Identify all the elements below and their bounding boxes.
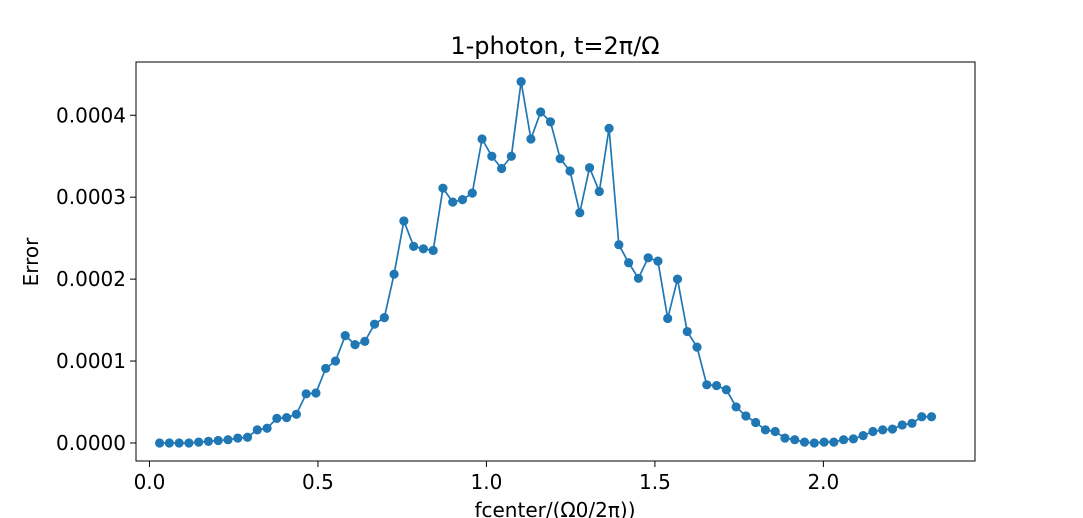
data-point [672, 274, 683, 284]
data-point [721, 385, 731, 395]
data-point [409, 241, 419, 251]
data-point [164, 438, 174, 448]
data-point [506, 151, 516, 161]
data-point [467, 188, 477, 198]
data-point [194, 437, 204, 447]
data-point [565, 166, 575, 176]
data-point [457, 195, 468, 205]
chart-title: 1-photon, t=2π/Ω [450, 32, 659, 60]
data-point [584, 163, 595, 173]
data-point [751, 417, 761, 428]
y-tick-label: 0.0004 [56, 103, 126, 127]
data-point [203, 436, 214, 446]
data-point [399, 216, 409, 226]
data-point [369, 319, 380, 329]
data-point [575, 208, 585, 218]
data-point [711, 381, 722, 391]
x-tick-label: 2.0 [807, 470, 839, 494]
data-point [272, 413, 282, 423]
data-point [829, 437, 839, 447]
data-point [438, 183, 448, 193]
data-point [848, 434, 858, 444]
data-point [350, 340, 360, 350]
data-point [633, 273, 643, 283]
data-point [311, 388, 321, 398]
ticks: 0.0 0.5 1.0 1.5 2.0 0.0000 0.0001 0.0002 0.0003 0… [56, 103, 839, 494]
data-point [330, 356, 341, 366]
data-point [604, 123, 614, 133]
data-point [389, 269, 399, 279]
x-tick-label: 1.5 [639, 470, 671, 494]
data-point [487, 151, 497, 161]
data-point [858, 431, 868, 441]
data-point [809, 438, 819, 448]
data-point [418, 244, 429, 254]
data-point [184, 438, 194, 448]
data-point [692, 342, 702, 352]
data-point [897, 420, 907, 430]
data-point [760, 425, 771, 435]
data-point [379, 313, 389, 323]
data-point [663, 313, 673, 324]
y-tick-label: 0.0001 [56, 349, 126, 373]
data-point [887, 424, 898, 434]
data-point [682, 326, 692, 337]
x-tick-label: 0.5 [302, 470, 334, 494]
data-point [291, 409, 301, 419]
data-point [526, 134, 536, 144]
data-point [233, 433, 243, 443]
data-point [926, 412, 937, 422]
data-point [799, 437, 810, 447]
data-point [555, 154, 565, 164]
data-point [790, 435, 800, 445]
data-point [252, 425, 262, 435]
data-point [321, 363, 331, 374]
data-point [614, 240, 624, 250]
x-tick-label: 1.0 [471, 470, 503, 494]
data-point [653, 256, 663, 266]
data-point [223, 435, 233, 445]
data-point [448, 197, 458, 207]
data-point [878, 425, 888, 435]
y-tick-label: 0.0003 [56, 185, 126, 209]
data-point [242, 432, 253, 442]
data-point [731, 402, 741, 412]
x-axis-label: fcenter/(Ω0/2π)) [474, 498, 635, 518]
data-point [213, 435, 223, 446]
data-point [643, 253, 653, 263]
y-axis-label: Error [19, 237, 43, 287]
data-point [174, 438, 184, 448]
data-point [770, 426, 780, 437]
data-point [536, 107, 546, 117]
data-point [154, 438, 165, 448]
data-point [496, 163, 507, 174]
data-point [340, 331, 350, 341]
plot-frame [135, 61, 976, 462]
y-tick-label: 0.0000 [56, 431, 126, 455]
data-point [917, 412, 927, 422]
data-point [360, 336, 370, 346]
data-point [545, 117, 556, 127]
data-point [868, 426, 878, 437]
data-point [282, 412, 292, 423]
data-point [907, 418, 917, 428]
data-point [428, 245, 438, 256]
data-point [702, 380, 712, 390]
data-point [594, 186, 604, 197]
data-point [516, 77, 526, 87]
data-point [780, 433, 790, 443]
data-point [262, 423, 272, 433]
data-point [819, 437, 829, 447]
data-point [838, 435, 849, 445]
data-point [301, 389, 311, 399]
series-line [159, 80, 932, 444]
y-tick-label: 0.0002 [56, 267, 126, 291]
series [154, 77, 937, 448]
data-point [624, 258, 634, 268]
data-point [477, 134, 487, 144]
x-tick-label: 0.0 [134, 470, 166, 494]
data-point [741, 411, 751, 421]
